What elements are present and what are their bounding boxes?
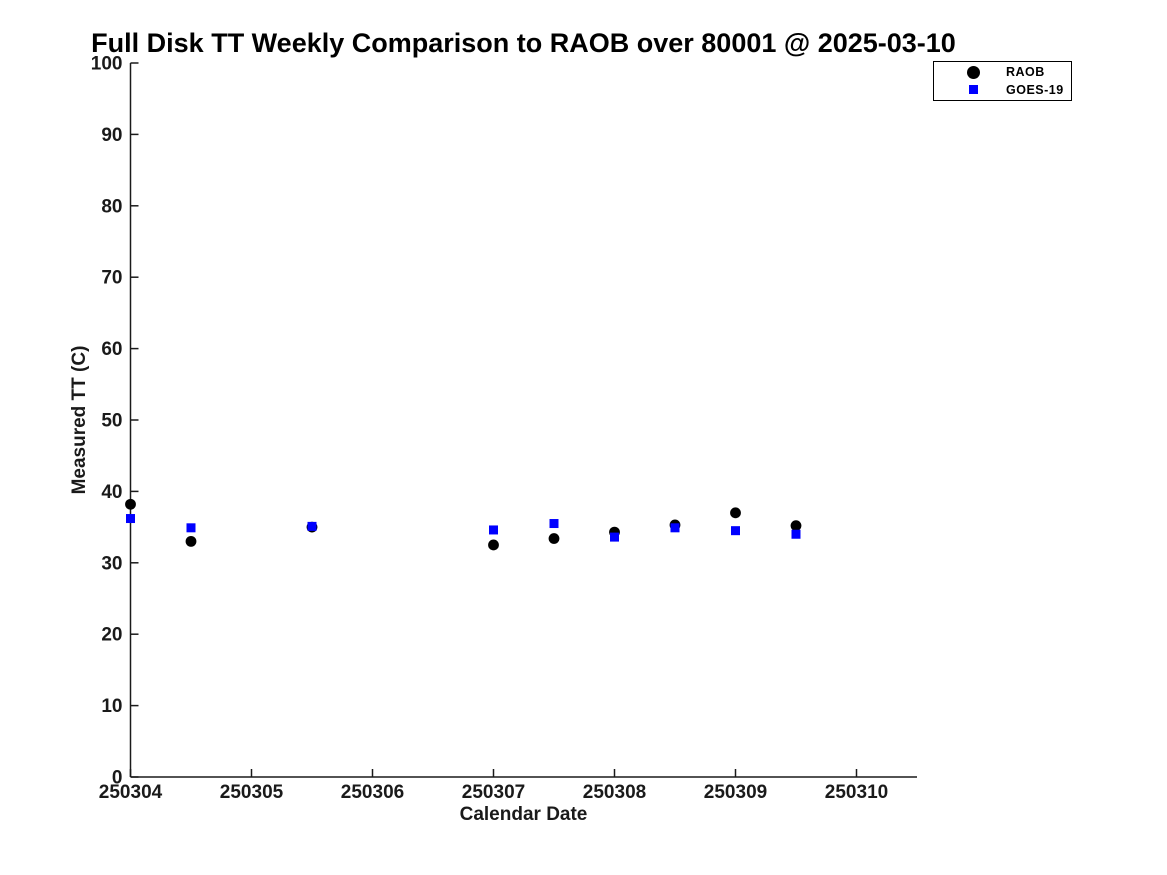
- raob-point: [125, 498, 136, 510]
- y-tick-label: 0: [112, 768, 123, 789]
- raob-point: [730, 507, 741, 519]
- goes-19-point: [549, 519, 559, 529]
- y-tick-label: 60: [101, 339, 122, 360]
- x-tick-label: 250309: [704, 782, 767, 803]
- x-axis-label: Calendar Date: [459, 804, 588, 825]
- chart-title: Full Disk TT Weekly Comparison to RAOB o…: [91, 28, 956, 58]
- goes-19-square-marker-icon: [968, 85, 978, 95]
- x-tick-label: 250305: [220, 782, 284, 803]
- x-tick-label: 250308: [583, 782, 646, 803]
- y-tick-label: 100: [91, 54, 123, 75]
- y-tick-label: 50: [101, 411, 122, 432]
- x-tick-label: 250310: [825, 782, 888, 803]
- goes-19-point: [731, 526, 740, 536]
- legend-marker-cell: [940, 85, 1006, 95]
- legend: RAOB GOES-19: [933, 61, 1072, 101]
- goes-19-point: [670, 523, 680, 533]
- legend-row-raob: RAOB: [934, 65, 1071, 80]
- goes-19-point: [126, 514, 135, 524]
- goes-19-point: [489, 525, 498, 535]
- x-tick-label: 250306: [341, 782, 404, 803]
- raob-point: [548, 533, 560, 544]
- y-tick-label: 40: [101, 482, 122, 503]
- legend-label-raob: RAOB: [1006, 65, 1045, 80]
- raob-point: [185, 535, 197, 547]
- y-tick-label: 90: [101, 125, 122, 146]
- legend-label-goes19: GOES-19: [1006, 82, 1064, 97]
- raob-point: [488, 539, 499, 551]
- goes-19-point: [307, 521, 317, 531]
- raob-point: [790, 520, 802, 532]
- legend-marker-cell: [940, 65, 1006, 79]
- y-tick-label: 30: [101, 553, 122, 574]
- y-tick-label: 20: [101, 625, 122, 646]
- goes-19-point: [186, 523, 196, 533]
- y-tick-label: 10: [101, 696, 122, 717]
- legend-row-goes19: GOES-19: [934, 82, 1071, 97]
- x-tick-label: 250307: [462, 782, 525, 803]
- goes-19-point: [791, 529, 801, 539]
- goes-19-point: [610, 532, 619, 542]
- raob-circle-marker-icon: [966, 65, 980, 79]
- y-tick-label: 80: [101, 196, 122, 217]
- y-axis-label: Measured TT (C): [69, 345, 90, 495]
- x-tick-label: 250304: [99, 782, 163, 803]
- y-tick-label: 70: [101, 268, 122, 289]
